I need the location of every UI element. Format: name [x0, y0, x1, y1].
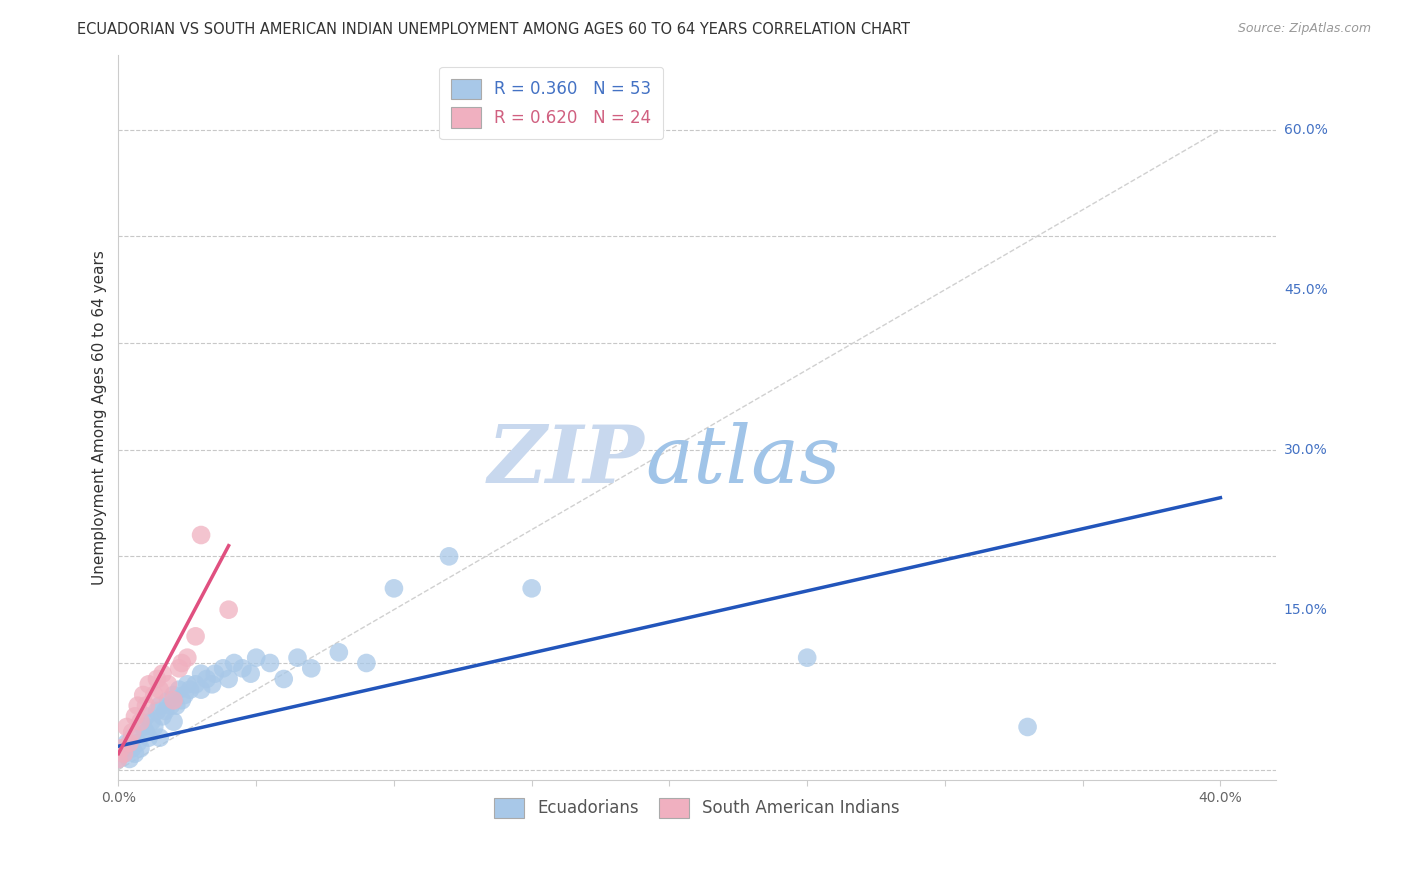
Point	[121, 725, 143, 739]
Point	[135, 725, 157, 739]
Point	[135, 698, 157, 713]
Point	[152, 709, 174, 723]
Point	[157, 693, 180, 707]
Text: Source: ZipAtlas.com: Source: ZipAtlas.com	[1237, 22, 1371, 36]
Point	[328, 645, 350, 659]
Point	[204, 666, 226, 681]
Y-axis label: Unemployment Among Ages 60 to 64 years: Unemployment Among Ages 60 to 64 years	[93, 251, 107, 585]
Point	[273, 672, 295, 686]
Text: ZIP: ZIP	[488, 423, 645, 500]
Point	[146, 704, 169, 718]
Point	[1017, 720, 1039, 734]
Point	[437, 549, 460, 564]
Point	[173, 688, 195, 702]
Point	[107, 752, 129, 766]
Point	[162, 688, 184, 702]
Point	[212, 661, 235, 675]
Point	[124, 709, 146, 723]
Point	[176, 650, 198, 665]
Point	[149, 731, 172, 745]
Point	[143, 688, 166, 702]
Point	[170, 656, 193, 670]
Point	[796, 650, 818, 665]
Point	[231, 661, 253, 675]
Text: 60.0%: 60.0%	[1284, 123, 1327, 136]
Point	[239, 666, 262, 681]
Point	[184, 677, 207, 691]
Point	[162, 693, 184, 707]
Point	[149, 682, 172, 697]
Point	[259, 656, 281, 670]
Point	[356, 656, 378, 670]
Point	[152, 666, 174, 681]
Text: 45.0%: 45.0%	[1284, 283, 1327, 297]
Point	[167, 661, 190, 675]
Text: 30.0%: 30.0%	[1284, 442, 1327, 457]
Point	[143, 720, 166, 734]
Point	[121, 741, 143, 756]
Point	[170, 693, 193, 707]
Point	[138, 731, 160, 745]
Point	[127, 698, 149, 713]
Point	[157, 677, 180, 691]
Point	[124, 747, 146, 761]
Point	[190, 528, 212, 542]
Point	[115, 736, 138, 750]
Point	[190, 666, 212, 681]
Point	[299, 661, 322, 675]
Point	[115, 720, 138, 734]
Point	[179, 682, 201, 697]
Point	[138, 677, 160, 691]
Point	[287, 650, 309, 665]
Point	[112, 747, 135, 761]
Text: ECUADORIAN VS SOUTH AMERICAN INDIAN UNEMPLOYMENT AMONG AGES 60 TO 64 YEARS CORRE: ECUADORIAN VS SOUTH AMERICAN INDIAN UNEM…	[77, 22, 910, 37]
Point	[112, 747, 135, 761]
Point	[118, 736, 141, 750]
Point	[132, 688, 155, 702]
Point	[132, 720, 155, 734]
Point	[121, 731, 143, 745]
Point	[155, 704, 177, 718]
Point	[135, 709, 157, 723]
Point	[218, 602, 240, 616]
Point	[146, 672, 169, 686]
Point	[129, 714, 152, 729]
Point	[167, 682, 190, 697]
Point	[190, 682, 212, 697]
Point	[107, 752, 129, 766]
Point	[110, 741, 132, 756]
Point	[149, 698, 172, 713]
Point	[245, 650, 267, 665]
Point	[184, 629, 207, 643]
Text: atlas: atlas	[645, 423, 841, 500]
Point	[165, 698, 187, 713]
Point	[176, 677, 198, 691]
Point	[201, 677, 224, 691]
Point	[118, 752, 141, 766]
Point	[162, 714, 184, 729]
Point	[129, 741, 152, 756]
Text: 15.0%: 15.0%	[1284, 603, 1327, 616]
Point	[382, 582, 405, 596]
Point	[127, 736, 149, 750]
Point	[141, 714, 163, 729]
Legend: Ecuadorians, South American Indians: Ecuadorians, South American Indians	[485, 789, 908, 826]
Point	[159, 698, 181, 713]
Point	[520, 582, 543, 596]
Point	[218, 672, 240, 686]
Point	[224, 656, 246, 670]
Point	[195, 672, 218, 686]
